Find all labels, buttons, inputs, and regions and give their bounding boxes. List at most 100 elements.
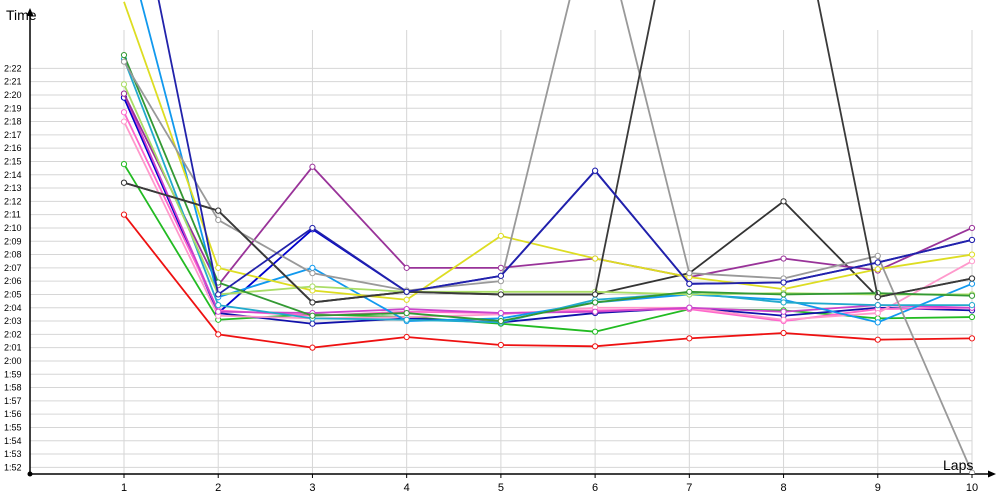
data-point (874, 252, 881, 259)
y-tick-label: 2:03 (4, 316, 22, 326)
y-tick-label: 2:07 (4, 263, 22, 273)
y-tick-label: 2:22 (4, 63, 22, 73)
y-tick-label: 1:59 (4, 369, 22, 379)
data-point (497, 232, 504, 240)
data-point (497, 309, 504, 317)
data-point (403, 333, 410, 341)
data-point (780, 279, 787, 286)
series-line (123, 54, 973, 322)
data-point (968, 313, 976, 321)
y-tick-label: 2:17 (4, 130, 22, 140)
y-tick-label: 2:10 (4, 223, 22, 233)
x-axis-arrow (988, 470, 996, 478)
data-point (309, 163, 316, 170)
data-point (215, 301, 222, 309)
x-tick-label: 6 (592, 482, 598, 494)
data-point (780, 198, 787, 205)
data-point (403, 316, 410, 323)
series-line (123, 0, 973, 304)
axes (26, 8, 996, 478)
axis-origin-dot (27, 471, 33, 477)
tick-labels: 1:52 1:53 1:54 1:55 1:56 1:57 1:58 1:59 2:00 2:01… (4, 63, 978, 494)
data-point (968, 275, 976, 282)
data-point (309, 299, 316, 306)
data-point (780, 316, 787, 323)
data-point (780, 299, 787, 306)
y-tick-label: 2:08 (4, 250, 22, 260)
data-point (780, 255, 787, 262)
data-point (968, 469, 976, 474)
data-point (592, 255, 599, 262)
data-point (309, 312, 316, 319)
y-tick-label: 2:11 (4, 210, 21, 220)
y-tick-label: 1:55 (4, 422, 22, 432)
y-tick-label: 2:09 (4, 236, 22, 246)
series-line (123, 93, 973, 314)
data-point (874, 266, 881, 273)
y-tick-label: 2:13 (4, 183, 22, 193)
data-point (309, 264, 316, 271)
data-point (874, 319, 881, 326)
x-tick-label: 4 (404, 482, 410, 494)
x-tick-label: 3 (309, 482, 315, 494)
grid (30, 30, 973, 474)
data-point (120, 161, 128, 168)
x-tick-label: 7 (686, 482, 692, 494)
x-tick-label: 8 (780, 482, 786, 494)
data-point (403, 309, 410, 317)
y-tick-label: 2:19 (4, 103, 22, 113)
series-line (123, 93, 973, 287)
data-point (497, 317, 504, 325)
data-point (968, 292, 976, 299)
y-tick-label: 2:05 (4, 289, 22, 299)
series-line (123, 111, 973, 322)
data-point (309, 270, 316, 277)
data-point (215, 291, 222, 298)
data-point (120, 90, 128, 97)
data-point (592, 343, 599, 350)
data-point (968, 224, 976, 232)
data-point (874, 309, 881, 317)
data-point (686, 270, 693, 277)
data-point (120, 51, 128, 59)
data-point (874, 336, 881, 343)
data-point (309, 224, 316, 232)
y-tick-label: 2:16 (4, 143, 22, 153)
y-tick-label: 2:15 (4, 156, 22, 166)
y-tick-label: 2:20 (4, 90, 22, 100)
data-point (968, 258, 976, 265)
data-point (780, 308, 787, 315)
y-tick-label: 2:06 (4, 276, 22, 286)
data-point (497, 264, 504, 271)
data-point (686, 304, 693, 311)
series-line (123, 121, 973, 321)
y-axis-arrow (26, 8, 34, 16)
y-tick-label: 2:12 (4, 196, 22, 206)
data-point (874, 259, 881, 266)
data-point (968, 280, 976, 287)
data-point (215, 331, 222, 338)
y-tick-label: 2:14 (4, 170, 22, 180)
data-point (215, 207, 222, 214)
data-point (780, 291, 787, 298)
series (120, 0, 976, 474)
data-point (120, 58, 128, 65)
y-tick-label: 2:02 (4, 329, 22, 339)
data-point (215, 308, 222, 315)
data-point (403, 288, 410, 295)
y-tick-label: 2:04 (4, 303, 22, 313)
data-point (780, 329, 787, 337)
data-point (592, 328, 599, 335)
data-point (403, 296, 410, 303)
data-point (686, 288, 693, 295)
y-tick-label: 2:21 (4, 77, 22, 87)
data-point (497, 291, 504, 298)
y-tick-label: 2:00 (4, 356, 22, 366)
data-point (120, 179, 128, 186)
data-point (120, 109, 128, 116)
data-point (120, 118, 128, 125)
x-axis-title: Laps (943, 457, 973, 473)
data-point (497, 341, 504, 349)
data-point (686, 280, 693, 287)
